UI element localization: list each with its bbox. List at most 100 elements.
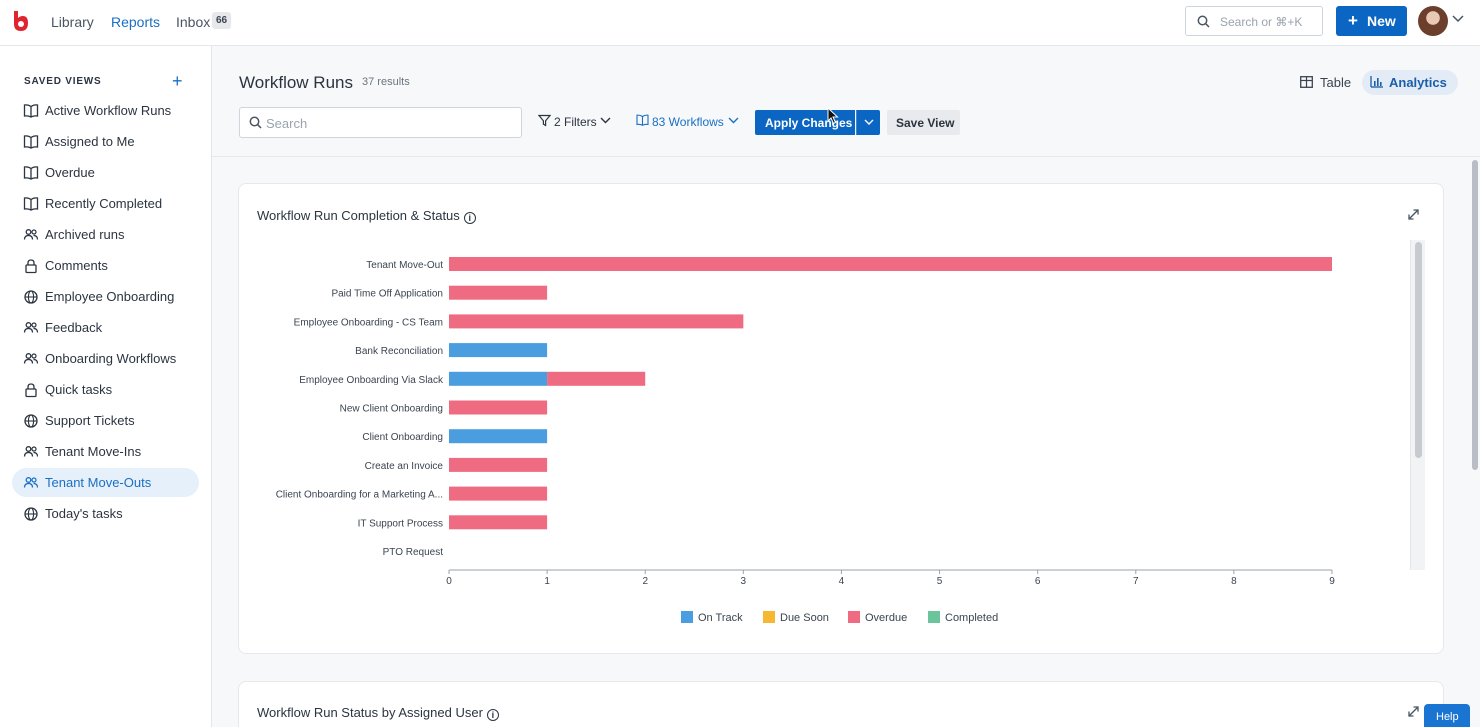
sidebar-item-assigned-to-me[interactable]: Assigned to Me — [12, 127, 199, 156]
sidebar-item-label: Tenant Move-Ins — [45, 444, 142, 459]
saved-views-sidebar: SAVED VIEWS + Active Workflow Runs Assign… — [0, 46, 212, 727]
x-tick-label: 8 — [1231, 576, 1237, 587]
users-icon — [23, 227, 39, 243]
bar-segment[interactable] — [449, 371, 548, 386]
x-tick-label: 3 — [741, 576, 747, 587]
chevron-down-icon[interactable] — [1452, 15, 1464, 23]
global-search-input[interactable]: Search or ⌘+K — [1185, 6, 1323, 36]
sidebar-item-support-tickets[interactable]: Support Tickets — [12, 406, 199, 435]
bar-segment[interactable] — [449, 486, 548, 501]
saved-views-title: SAVED VIEWS — [24, 76, 102, 87]
completion-status-chart: Tenant Move-Out Paid Time Off Application… — [276, 257, 1335, 624]
save-view-label: Save View — [896, 116, 955, 130]
app-logo-icon[interactable] — [11, 10, 29, 32]
category-label: Bank Reconciliation — [355, 346, 443, 357]
bar-segment[interactable] — [449, 457, 548, 472]
book-icon — [23, 196, 39, 212]
sidebar-item-tenant-move-outs[interactable]: Tenant Move-Outs — [12, 468, 199, 497]
top-navigation-bar: Library Reports Inbox 66 Search or ⌘+K +… — [0, 0, 1480, 46]
sidebar-item-tenant-move-ins[interactable]: Tenant Move-Ins — [12, 437, 199, 466]
chart-scrollbar[interactable] — [1410, 240, 1425, 570]
nav-library-link[interactable]: Library — [51, 14, 94, 30]
bar-segment[interactable] — [449, 257, 1332, 271]
category-label: IT Support Process — [358, 518, 443, 529]
users-icon — [23, 351, 39, 367]
sidebar-item-label: Tenant Move-Outs — [45, 475, 152, 490]
sidebar-item-label: Overdue — [45, 165, 95, 180]
plus-icon: + — [1348, 11, 1358, 30]
analytics-view-label: Analytics — [1389, 75, 1447, 90]
bar-segment[interactable] — [449, 285, 548, 300]
bar-segment[interactable] — [547, 371, 646, 386]
x-tick-label: 9 — [1329, 576, 1335, 587]
sidebar-item-today-s-tasks[interactable]: Today's tasks — [12, 499, 199, 528]
bar-segment[interactable] — [449, 314, 744, 329]
analytics-view-toggle[interactable]: Analytics — [1362, 70, 1458, 95]
assigned-user-card: Workflow Run Status by Assigned User i — [238, 681, 1444, 727]
search-icon — [249, 116, 262, 129]
category-label: New Client Onboarding — [340, 404, 443, 415]
runs-search-field[interactable] — [239, 107, 522, 138]
info-icon[interactable]: i — [463, 212, 476, 224]
table-icon — [1300, 76, 1313, 88]
nav-reports-link[interactable]: Reports — [111, 14, 161, 30]
sidebar-item-comments[interactable]: Comments — [12, 251, 199, 280]
bar-segment[interactable] — [449, 429, 548, 444]
completion-card-title: Workflow Run Completion & Status i — [257, 208, 476, 224]
bar-chart-icon — [1370, 76, 1383, 88]
expand-icon[interactable] — [1407, 705, 1420, 718]
sidebar-item-active-workflow-runs[interactable]: Active Workflow Runs — [12, 96, 199, 125]
apply-options-button[interactable] — [856, 110, 880, 135]
category-label: PTO Request — [383, 547, 444, 558]
category-label: Create an Invoice — [365, 461, 444, 472]
help-button[interactable]: Help — [1424, 704, 1470, 727]
page-scrollbar[interactable] — [1469, 157, 1480, 727]
nav-inbox-link[interactable]: Inbox — [176, 14, 211, 30]
assigned-user-card-title: Workflow Run Status by Assigned User i — [257, 705, 499, 721]
info-icon[interactable]: i — [486, 709, 499, 721]
chevron-down-icon — [600, 117, 611, 124]
book-icon — [23, 134, 39, 150]
category-label: Paid Time Off Application — [331, 289, 443, 300]
filters-label: 2 Filters — [554, 115, 597, 129]
bar-segment[interactable] — [449, 343, 548, 358]
category-label: Client Onboarding for a Marketing A... — [276, 490, 443, 501]
new-button[interactable]: + New — [1336, 6, 1407, 36]
sidebar-item-overdue[interactable]: Overdue — [12, 158, 199, 187]
table-view-toggle[interactable]: Table — [1292, 70, 1354, 95]
sidebar-item-label: Employee Onboarding — [45, 289, 175, 304]
legend-swatch — [763, 611, 775, 623]
mouse-cursor-icon — [827, 107, 839, 125]
runs-search-input[interactable] — [266, 114, 506, 132]
add-saved-view-button[interactable]: + — [172, 71, 183, 91]
workflows-dropdown[interactable]: 83 Workflows — [636, 113, 744, 131]
sidebar-item-quick-tasks[interactable]: Quick tasks — [12, 375, 199, 404]
sidebar-item-employee-onboarding[interactable]: Employee Onboarding — [12, 282, 199, 311]
bar-segment[interactable] — [449, 400, 548, 415]
sidebar-item-feedback[interactable]: Feedback — [12, 313, 199, 342]
chart-scrollbar-thumb[interactable] — [1415, 242, 1422, 458]
global-search-placeholder: Search or ⌘+K — [1220, 15, 1303, 29]
sidebar-item-onboarding-workflows[interactable]: Onboarding Workflows — [12, 344, 199, 373]
sidebar-item-recently-completed[interactable]: Recently Completed — [12, 189, 199, 218]
globe-icon — [23, 506, 39, 522]
sidebar-item-label: Recently Completed — [45, 196, 163, 211]
save-view-button[interactable]: Save View — [887, 110, 960, 135]
legend-label: Due Soon — [780, 612, 829, 624]
sidebar-item-label: Comments — [45, 258, 108, 273]
bar-segment[interactable] — [449, 515, 548, 530]
x-tick-label: 2 — [642, 576, 648, 587]
page-scrollbar-thumb[interactable] — [1472, 160, 1478, 470]
users-icon — [23, 475, 39, 491]
legend-swatch — [681, 611, 693, 623]
book-icon — [23, 165, 39, 181]
legend-swatch — [848, 611, 860, 623]
user-avatar[interactable] — [1418, 6, 1448, 36]
category-label: Employee Onboarding - CS Team — [294, 317, 443, 328]
filters-dropdown[interactable]: 2 Filters — [538, 113, 614, 131]
sidebar-item-archived-runs[interactable]: Archived runs — [12, 220, 199, 249]
expand-icon[interactable] — [1407, 208, 1420, 221]
table-view-label: Table — [1320, 75, 1352, 90]
apply-changes-button[interactable]: Apply Changes — [755, 110, 855, 135]
search-icon — [1197, 15, 1210, 28]
